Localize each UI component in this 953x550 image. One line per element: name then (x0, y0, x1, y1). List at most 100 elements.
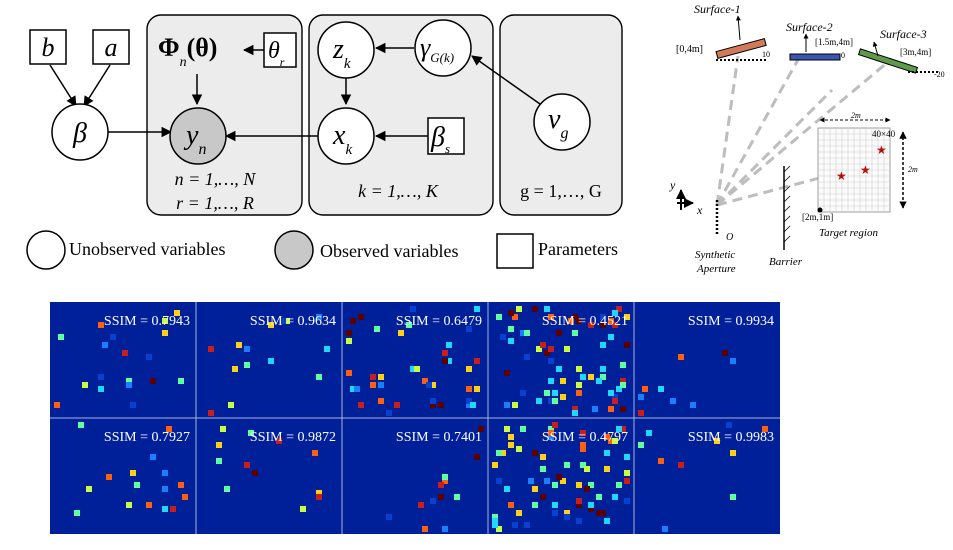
pixel (730, 358, 736, 364)
surface-2-coord: [1.5m,4m] (815, 37, 853, 47)
ssim-label: SSIM = 0.9983 (688, 430, 774, 445)
ssim-label: SSIM = 0.7401 (396, 430, 482, 445)
pixel (208, 410, 214, 416)
aperture-origin: O (726, 232, 733, 243)
pixel (466, 326, 472, 332)
pixel (536, 346, 542, 352)
pixel (374, 326, 380, 332)
pixel (346, 330, 352, 336)
pixel (620, 378, 626, 384)
pixel (584, 486, 590, 492)
pixel (78, 422, 84, 428)
pixel (564, 514, 570, 520)
pixel (220, 426, 226, 432)
pixel (568, 318, 574, 324)
pixel (580, 446, 586, 452)
node-y (169, 107, 227, 165)
param-beta-s: βs (430, 122, 450, 156)
target-grid-lines (818, 128, 890, 212)
pixel (268, 322, 274, 328)
pixel (552, 502, 558, 508)
aperture-label-2: Aperture (696, 263, 736, 275)
pixel (358, 314, 364, 320)
pixel (378, 374, 384, 380)
pixel (410, 306, 416, 312)
pixel (442, 358, 448, 364)
pixel (378, 398, 384, 404)
surface-3-arrow (872, 41, 879, 57)
pixel (216, 442, 222, 448)
pixel (576, 382, 582, 388)
pixel (492, 462, 498, 468)
pixel (544, 350, 550, 356)
pixel (182, 494, 188, 500)
legend-unobserved-symbol (26, 230, 66, 270)
pixel (624, 342, 630, 348)
pixel (616, 482, 622, 488)
barrier: Barrier (769, 165, 803, 268)
surface-3-num: -20 (934, 70, 945, 79)
pixel (248, 430, 254, 436)
pixel (58, 334, 64, 340)
pixel (600, 366, 606, 372)
pixel (438, 402, 444, 408)
pixel (512, 402, 518, 408)
pixel (612, 438, 618, 444)
pixel (620, 382, 626, 388)
pixel (540, 494, 546, 500)
pixel (714, 438, 720, 444)
pixel (438, 494, 444, 500)
pixel (316, 494, 322, 500)
edge-nu-gamma (471, 55, 541, 105)
pixel (110, 334, 116, 340)
pixel (678, 462, 684, 468)
pixel (624, 470, 630, 476)
pixel (508, 502, 514, 508)
pixel (596, 494, 602, 500)
pixel (608, 438, 614, 444)
result-panel: SSIM = 0.9872 (216, 426, 336, 512)
pixel (86, 486, 92, 492)
pixel (442, 350, 448, 356)
pixel (244, 346, 250, 352)
surface-1-label: Surface-1 (694, 2, 741, 16)
surface-3-label: Surface-3 (880, 27, 927, 41)
pixel (722, 350, 728, 356)
result-panel: SSIM = 0.9983 (638, 422, 774, 532)
pixel (516, 446, 522, 452)
pixel (532, 306, 538, 312)
pixel (596, 510, 602, 516)
pixel (422, 526, 428, 532)
target-corner-label: [2m,1m] (802, 212, 833, 222)
pixel (466, 386, 472, 392)
pixel (548, 346, 554, 352)
node-gamma (414, 19, 472, 77)
result-panel: SSIM = 0.7401 (386, 426, 484, 532)
pixel (620, 406, 626, 412)
target-grid-size: 40×40 (872, 129, 896, 139)
pixel (394, 402, 400, 408)
target-dim-top-label: 2m (851, 111, 861, 120)
pixel (146, 354, 152, 360)
ssim-label: SSIM = 0.9872 (250, 430, 336, 445)
pixel (370, 374, 376, 380)
pixel (276, 438, 282, 444)
target-dim-right-label: 2m (908, 165, 918, 174)
pixel (252, 470, 258, 476)
axis-y-label: y (669, 178, 676, 192)
pixel (442, 478, 448, 484)
pixel (446, 358, 452, 364)
pixel (170, 506, 176, 512)
pixel (162, 506, 168, 512)
pixel (548, 358, 554, 364)
pixel (106, 474, 112, 480)
pixel (512, 522, 518, 528)
pixel (370, 382, 376, 388)
ssim-label: SSIM = 0.7943 (104, 314, 190, 329)
pixel (572, 330, 578, 336)
results-grid: SSIM = 0.7943 SSIM = 0.9634 SSIM = 0.6479 S… (50, 302, 780, 534)
pixel (576, 482, 582, 488)
pixel (544, 478, 550, 484)
pixel (532, 502, 538, 508)
phi-label: Φn(θ) (158, 33, 217, 70)
